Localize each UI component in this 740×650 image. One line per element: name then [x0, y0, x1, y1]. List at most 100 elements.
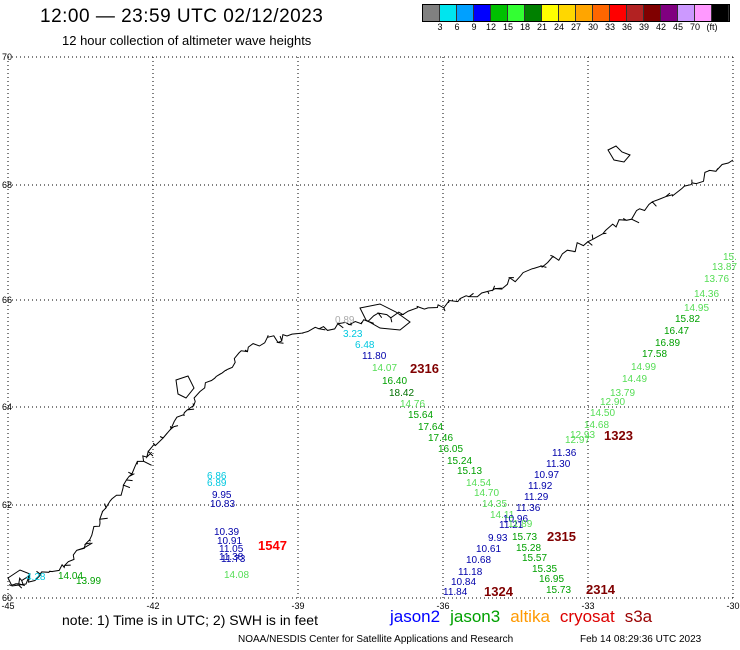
legend-swatch	[678, 5, 695, 21]
wave-height-value: 14.49	[622, 374, 647, 385]
wave-height-value: 11.89	[508, 519, 533, 530]
legend-label: 6	[454, 22, 460, 32]
wave-height-value: 10.97	[534, 470, 559, 481]
legend-label: 33	[604, 22, 616, 32]
wave-height-value: 11.38	[219, 552, 244, 563]
legend-swatch	[542, 5, 559, 21]
legend-swatch	[695, 5, 712, 21]
coastline-island	[607, 145, 631, 163]
latitude-label: 64	[2, 402, 12, 412]
wave-height-value: 17.64	[418, 422, 443, 433]
wave-height-value: 10.68	[466, 555, 491, 566]
wave-height-value: 13.99	[76, 576, 101, 587]
wave-height-value: 14.54	[466, 478, 491, 489]
wave-height-value: 14.70	[474, 488, 499, 499]
legend-swatch	[661, 5, 678, 21]
longitude-label: -39	[291, 601, 304, 611]
pass-time-label: 1323	[604, 428, 633, 443]
wave-height-value: 10.39	[214, 527, 239, 538]
legend-swatch	[508, 5, 525, 21]
wave-height-value: 15.82	[675, 314, 700, 325]
pass-time-label: 2315	[547, 529, 576, 544]
wave-height-value: 12.97	[565, 435, 590, 446]
wave-height-value: 13.87	[712, 262, 737, 273]
wave-height-value: 11.92	[528, 481, 553, 492]
wave-height-value: 10.61	[476, 544, 501, 555]
pass-time-label: 2316	[410, 361, 439, 376]
coastline-path	[8, 159, 734, 589]
color-legend	[422, 4, 730, 22]
wave-height-value: 14.99	[631, 362, 656, 373]
wave-height-value: 10.84	[451, 577, 476, 588]
graticule	[7, 56, 734, 599]
longitude-label: -45	[1, 601, 14, 611]
legend-label: 42	[655, 22, 667, 32]
coastline-island	[175, 375, 195, 399]
coastline-island	[359, 303, 411, 331]
satellite-name: s3a	[624, 607, 653, 626]
legend-label: 39	[638, 22, 650, 32]
latitude-label: 62	[2, 500, 12, 510]
wave-height-value: 16.05	[438, 444, 463, 455]
credit-text: NOAA/NESDIS Center for Satellite Applica…	[238, 634, 514, 645]
longitude-label: -33	[581, 601, 594, 611]
wave-height-value: 11.30	[546, 459, 571, 470]
satellite-name: cryosat	[559, 607, 615, 626]
wave-height-value: 15.13	[457, 466, 482, 477]
pass-time-label: 1324	[484, 584, 514, 599]
wave-height-value: 17.58	[642, 349, 667, 360]
page-subtitle: 12 hour collection of altimeter wave hei…	[62, 33, 312, 48]
greenland-coastline	[7, 145, 734, 589]
latitude-label: 60	[2, 593, 12, 603]
legend-swatch	[474, 5, 491, 21]
timestamp: Feb 14 08:29:36 UTC 2023	[580, 634, 702, 645]
wave-height-labels: 0.893.236.4811.8014.0716.4018.4214.7615.…	[26, 252, 737, 599]
wave-height-value: 14.04	[58, 571, 83, 582]
wave-height-value: 0.89	[335, 315, 355, 326]
wave-height-value: 12.90	[600, 397, 625, 408]
wave-height-value: 10.83	[210, 499, 235, 510]
legend-label: 70	[689, 22, 701, 32]
wave-height-value: 9.93	[488, 533, 508, 544]
wave-height-value: 14.76	[400, 399, 425, 410]
pass-time-label: 1547	[258, 538, 287, 553]
wave-height-value: 6.89	[207, 478, 227, 489]
legend-swatch	[423, 5, 440, 21]
legend-swatch	[644, 5, 661, 21]
legend-swatch	[457, 5, 474, 21]
wave-height-value: 14.36	[694, 289, 719, 300]
wave-height-value: 16.47	[664, 326, 689, 337]
wave-height-value: 10.96	[503, 514, 528, 525]
latitude-label: 68	[2, 180, 12, 190]
longitude-label: -36	[436, 601, 449, 611]
wave-height-value: 6.48	[355, 340, 375, 351]
satellite-name: altika	[510, 607, 550, 626]
wave-height-value: 14.50	[590, 408, 615, 419]
wave-height-value: 16.89	[655, 338, 680, 349]
wave-height-value: 10.91	[217, 536, 242, 547]
legend-swatch	[576, 5, 593, 21]
legend-label: 36	[621, 22, 633, 32]
coastline-island	[7, 569, 31, 587]
wave-height-value: 16.95	[539, 574, 564, 585]
wave-height-value: 15.57	[522, 553, 547, 564]
legend-label: 12	[485, 22, 497, 32]
legend-label: 24	[553, 22, 565, 32]
legend-label: 21	[536, 22, 548, 32]
pass-time-label: 2314	[586, 582, 616, 597]
wave-height-value: 4.28	[26, 572, 46, 583]
wave-height-value: 14.08	[224, 570, 249, 581]
legend-labels: 3 6 9 12 15 18 21 24 27 30 33 36 39 42 45 70 (ft)	[422, 22, 740, 34]
wave-height-value: 11.05	[219, 544, 244, 555]
wave-height-value: 15.73	[546, 585, 571, 596]
legend-swatch	[610, 5, 627, 21]
wave-height-value: 17.46	[428, 433, 453, 444]
wave-height-value: 11.73	[221, 554, 246, 565]
legend-label: 9	[471, 22, 477, 32]
wave-height-value: 15.35	[532, 564, 557, 575]
legend-swatch	[491, 5, 508, 21]
footer-note: note: 1) Time is in UTC; 2) SWH is in fe…	[62, 612, 318, 628]
wave-height-value: 14.35	[482, 499, 507, 510]
wave-height-value: 14.11	[490, 510, 515, 521]
